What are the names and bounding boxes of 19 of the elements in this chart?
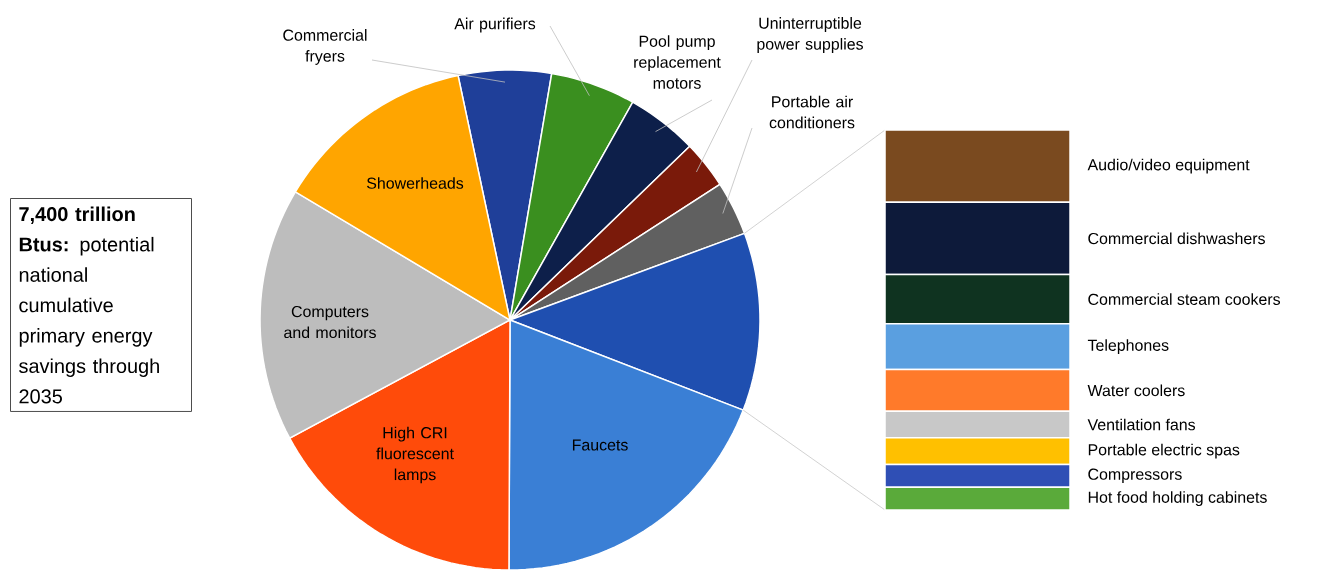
series-label: Water coolers	[1087, 384, 1185, 397]
series-label: Compressors	[1088, 468, 1182, 484]
slice-label: Uninterruptible power supplies	[757, 17, 864, 53]
series-label: Commercial steam cookers	[1088, 293, 1281, 305]
slice-label: Commercial fryers	[283, 29, 367, 65]
series-label: Ventilation fans	[1087, 418, 1196, 431]
series-label: Hot food holding cabinets	[1088, 491, 1267, 507]
slice-label: High CRI fluorescent lamps	[376, 426, 454, 484]
slice-label: Computers and monitors	[284, 305, 376, 339]
slice-label: Pool pump replacement motors	[634, 35, 721, 89]
series-label: Portable electric spas	[1088, 443, 1240, 459]
series-label: Commercial dishwashers	[1088, 232, 1265, 245]
text: 7,400 trillion Btus: potential national cumulative primary energy savings through 2035	[19, 206, 159, 404]
slice-label: Showerheads	[366, 177, 464, 189]
slice-label: Portable air conditioners	[769, 95, 855, 129]
slice-label: Faucets	[572, 439, 628, 451]
series-label: Audio/video equipment	[1087, 158, 1250, 174]
series-label: Telephones	[1087, 339, 1169, 355]
slice-label: Air purifiers	[454, 17, 536, 33]
